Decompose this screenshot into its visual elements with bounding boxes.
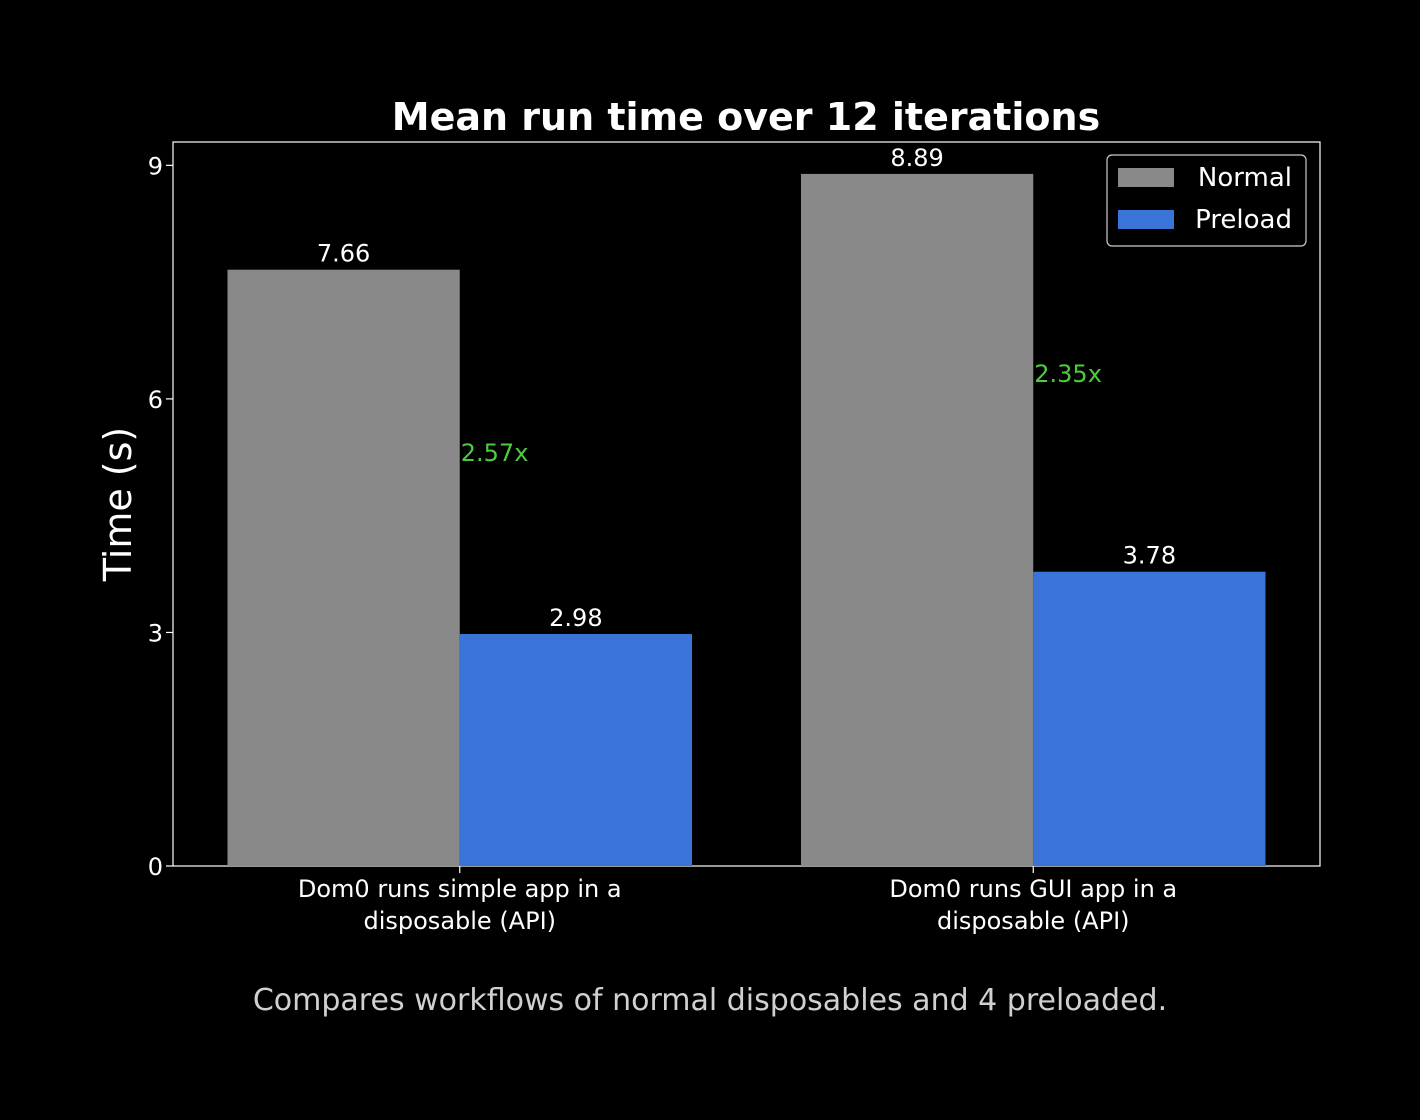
- y-tick-label: 3: [148, 619, 163, 647]
- chart-caption: Compares workflows of normal disposables…: [253, 983, 1167, 1018]
- bar-value-label: 8.89: [890, 144, 943, 172]
- legend-label-normal: Normal: [1198, 163, 1292, 193]
- bar-normal: [800, 173, 1034, 866]
- x-category-label: Dom0 runs simple app in a: [298, 875, 622, 903]
- x-category-label: Dom0 runs GUI app in a: [889, 875, 1177, 903]
- chart-title: Mean run time over 12 iterations: [392, 95, 1100, 139]
- legend-swatch-normal: [1118, 168, 1174, 187]
- plot-frame: [172, 141, 1321, 867]
- y-axis: 0 3 6 9: [148, 152, 173, 881]
- y-tick-label: 9: [148, 152, 163, 180]
- bar-normal: [227, 269, 460, 867]
- bar-value-label: 2.98: [549, 604, 602, 632]
- speedup-annotation: 2.35x: [1034, 360, 1102, 388]
- y-tick-label: 6: [148, 386, 163, 414]
- x-category-label: disposable (API): [937, 907, 1130, 935]
- bar-value-label: 3.78: [1123, 542, 1176, 570]
- bar-preload: [459, 634, 693, 866]
- x-category-label: disposable (API): [363, 907, 556, 935]
- legend-swatch-preload: [1118, 210, 1174, 229]
- y-axis-label: Time (s): [96, 427, 140, 583]
- bar-preload: [1033, 571, 1266, 866]
- bar-value-label: 7.66: [317, 240, 370, 268]
- bars: 7.66 2.98 2.57x 8.89 3.78 2.35x: [227, 144, 1266, 867]
- legend-label-preload: Preload: [1195, 205, 1292, 235]
- legend: Normal Preload: [1106, 154, 1307, 247]
- y-tick-label: 0: [148, 853, 163, 881]
- x-axis: Dom0 runs simple app in a disposable (API…: [298, 866, 1177, 935]
- speedup-annotation: 2.57x: [461, 439, 529, 467]
